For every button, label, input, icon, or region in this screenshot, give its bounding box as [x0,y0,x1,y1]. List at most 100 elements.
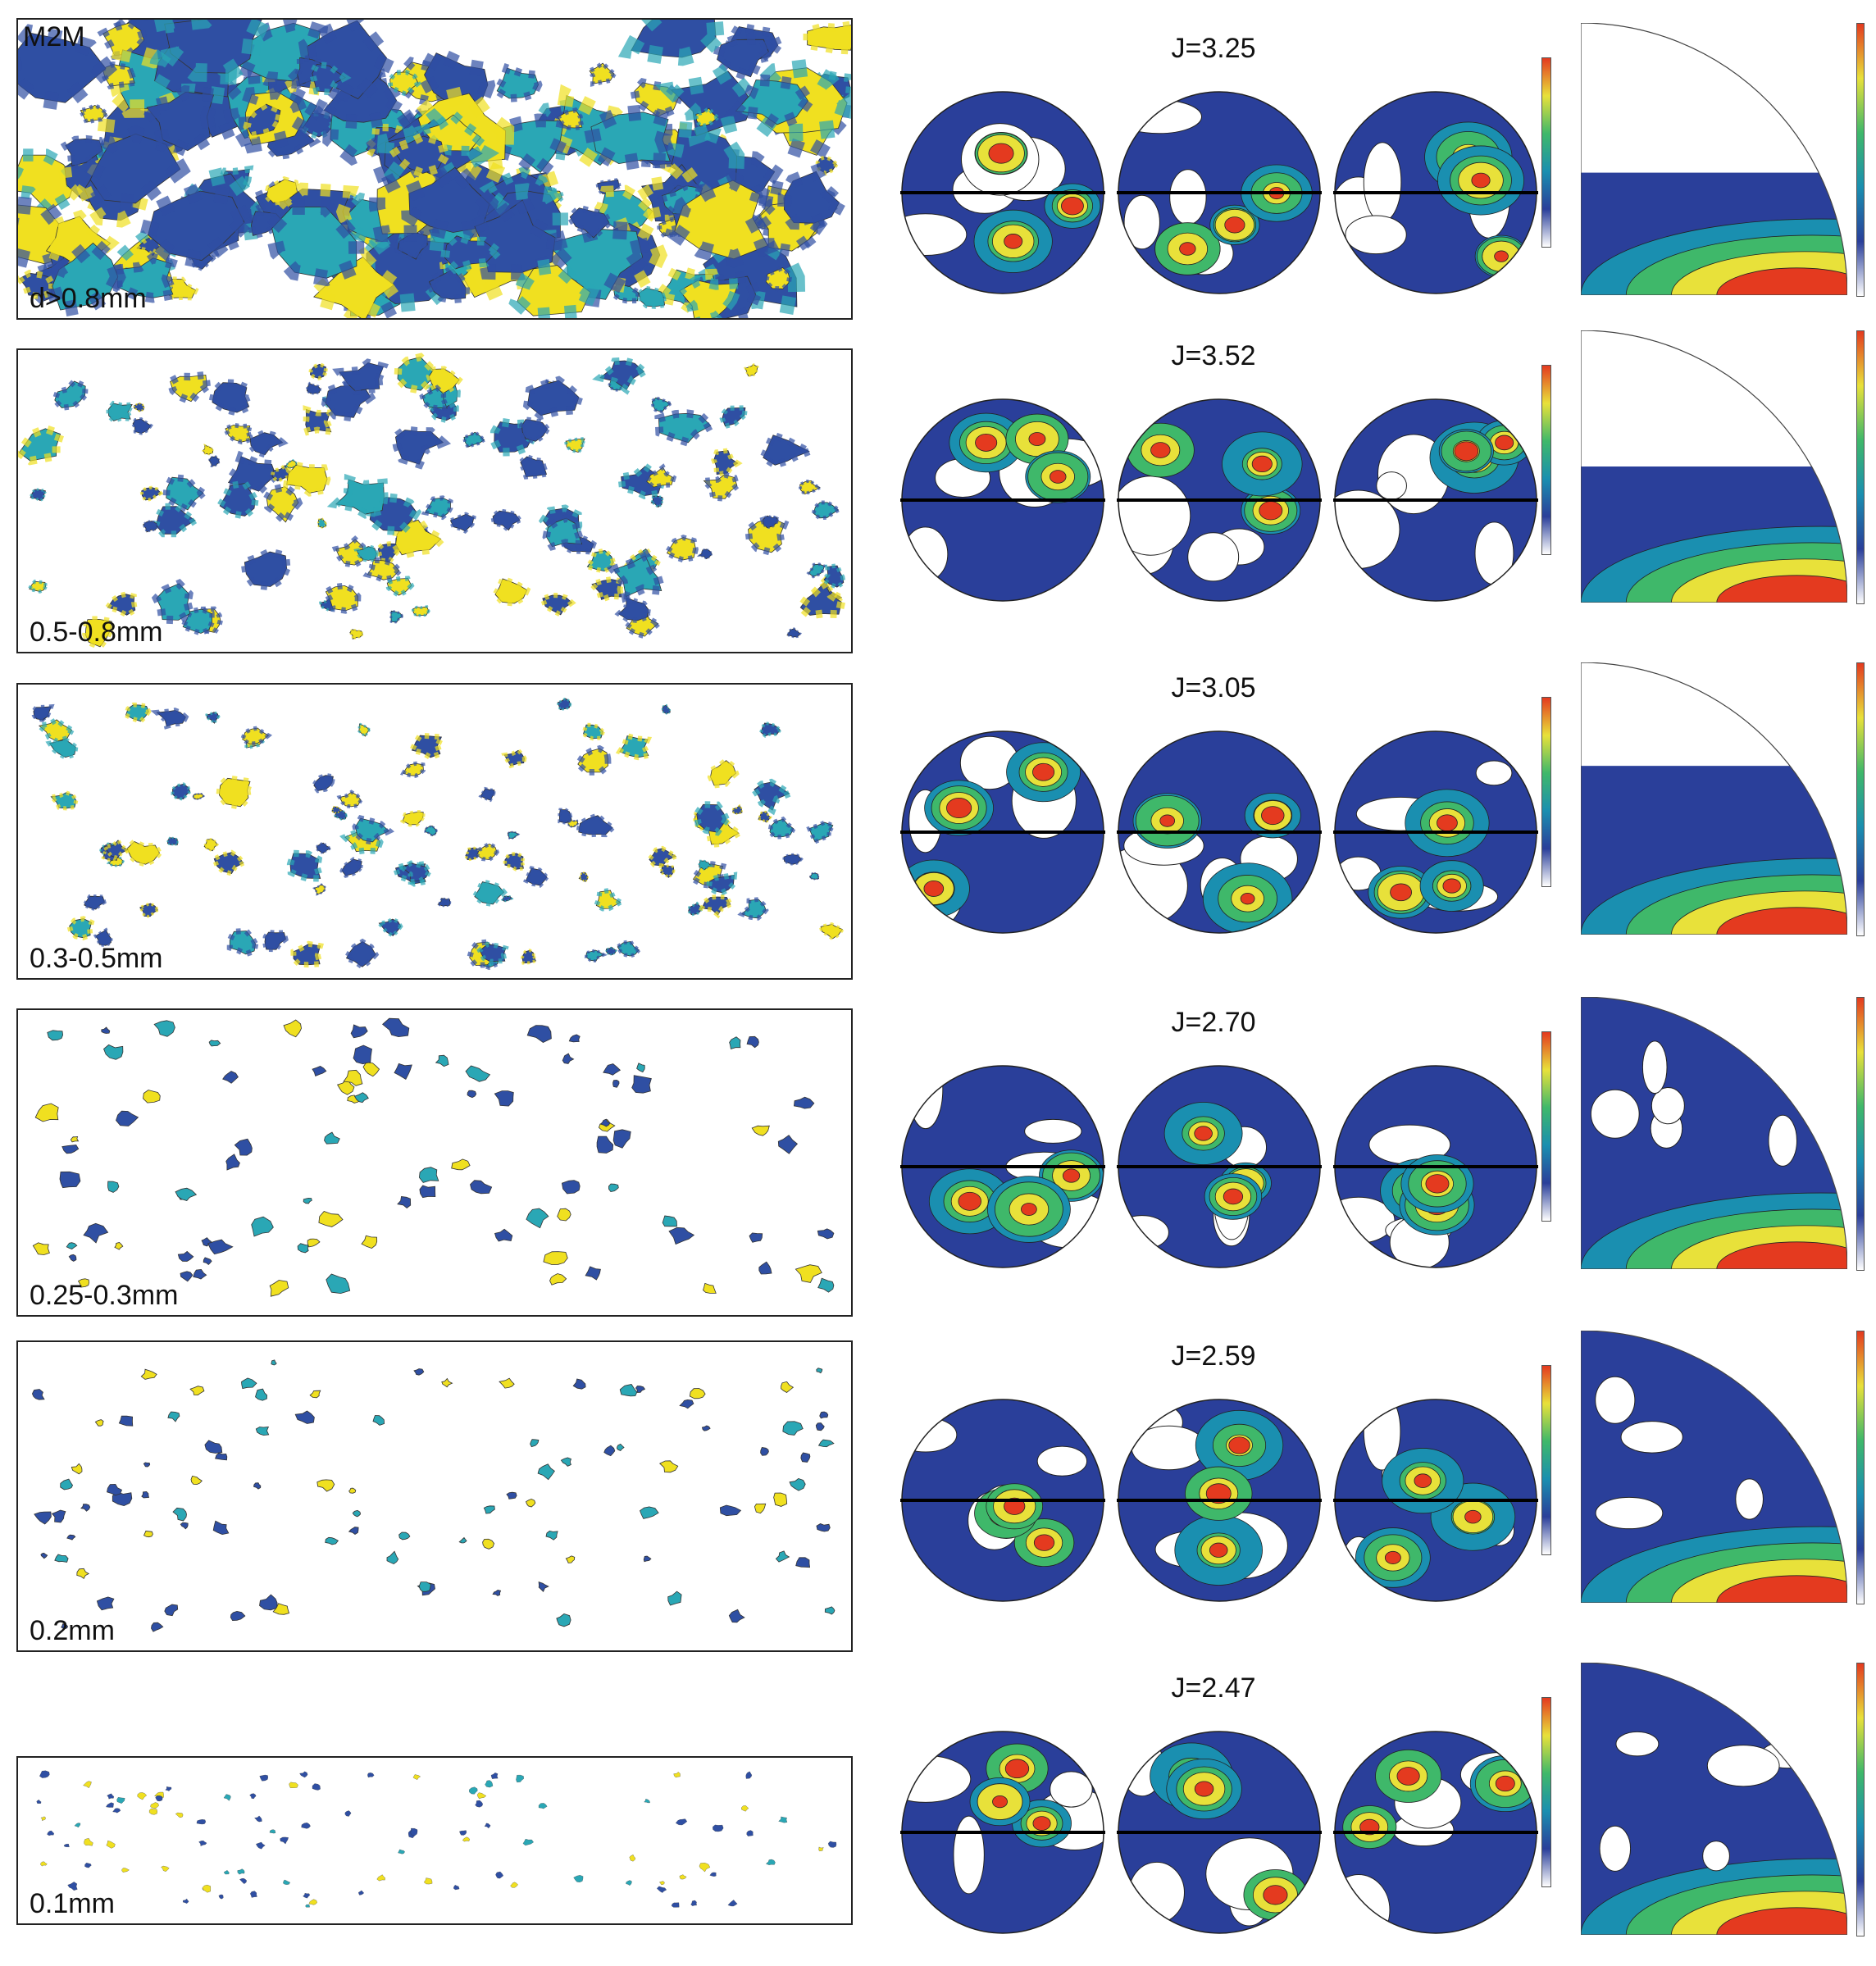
grain [76,1568,90,1579]
texture-index-label: J=2.70 [1171,1007,1256,1038]
grain-stripe [348,628,364,641]
grain-stripe [398,860,432,885]
grain-stripe [51,377,89,412]
grain-stripe [239,547,291,591]
grain [325,1536,339,1545]
grain-stripe [658,863,676,880]
grain-stripe [362,557,403,584]
grain-stripe [137,902,161,918]
pole-figure-001 [1333,730,1538,935]
grain-stripe [315,841,333,855]
grain-stripe [270,462,298,484]
grain-stripe [321,582,362,614]
grain [175,1812,184,1818]
grain [70,1136,80,1143]
grain-stripe [308,61,352,96]
grain-stripe [133,402,145,412]
grain [241,1377,257,1390]
grain [459,1830,467,1836]
grain-stripe [614,939,642,958]
grain [537,1463,555,1481]
grain [495,1871,503,1879]
grain [816,1368,823,1374]
grain-stripe [646,845,681,869]
grain [419,1185,436,1199]
grain [616,1443,625,1451]
grain-stripe [439,230,504,275]
grain [207,1239,234,1255]
grain-stripe [413,108,489,157]
grain [696,803,727,833]
grain-stripe [139,485,164,503]
grain [299,1771,308,1778]
grain [353,1092,369,1104]
grain [180,1271,194,1282]
grain [112,1808,121,1814]
grain [198,1841,207,1846]
grain [103,1044,124,1060]
grain [469,1786,478,1795]
grain [506,1491,517,1500]
grain [729,1036,741,1050]
grain [596,1135,614,1154]
grain [155,506,196,535]
grain-stripe [132,234,165,260]
grain-stripe [811,500,842,521]
grain-stripe [37,209,121,274]
grain [556,1613,571,1627]
grain-stripe [711,448,743,477]
grain-stripe [33,716,75,744]
grain-stripe [192,793,206,800]
grain [484,1823,491,1829]
grain [343,1069,363,1086]
grain [84,1863,92,1868]
grain-map [36,1770,837,1908]
pole-figure-001 [1333,1064,1538,1269]
grain [218,1894,224,1900]
grain [59,1171,81,1189]
pole-figure-100 [900,730,1105,935]
grain [572,1378,586,1390]
grain-stripe [539,592,576,618]
grain-stripe [321,381,376,422]
grain [376,1874,385,1882]
grain [462,1836,471,1842]
grain-stripe [353,544,379,563]
grain [118,1415,134,1427]
colour-scale-bar [1541,697,1551,887]
grain [161,1865,170,1872]
grain [538,1581,549,1593]
grain [808,563,826,577]
grain [83,1781,92,1789]
grain-stripe [385,131,450,179]
grain-stripe [806,820,836,845]
grain [143,1530,153,1538]
grain [34,1511,52,1525]
grain [350,1024,368,1039]
pole-figure-100 [900,90,1105,295]
size-range-label: 0.2mm [30,1615,115,1646]
grain-stripe [151,578,195,625]
grain [54,1554,69,1563]
grain [189,1386,205,1396]
grain-stripe [215,479,259,520]
grain [348,1527,359,1535]
grain-stripe [316,517,328,529]
grain [84,1838,93,1846]
grain-stripe [818,922,845,941]
ipf-colour-scale-bar [1856,1331,1865,1604]
grain [212,1520,230,1536]
grain [568,1034,581,1043]
grain [204,1440,223,1454]
grain-stripe [643,463,677,490]
grain-stripe [462,430,488,449]
grain [224,1870,230,1875]
grain [818,1846,824,1851]
grain-stripe [211,849,248,876]
grain [674,180,768,260]
grain [202,1884,211,1893]
pole-figure-001 [1333,1730,1538,1935]
grain [746,1035,759,1049]
grain [476,1792,487,1800]
grain [107,1793,115,1800]
